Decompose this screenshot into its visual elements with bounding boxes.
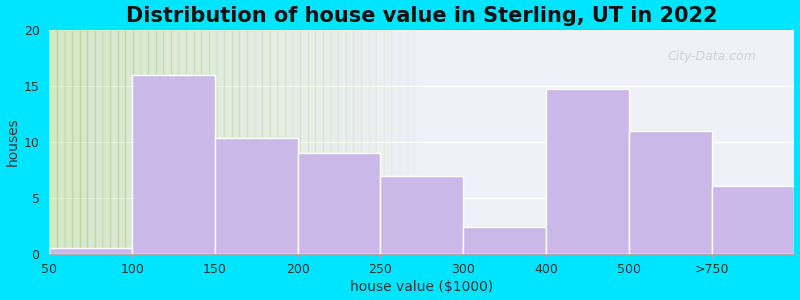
Bar [399, 30, 406, 254]
Bar [293, 30, 300, 254]
Bar [285, 30, 293, 254]
Bar [171, 30, 178, 254]
Bar [126, 30, 133, 254]
Bar [391, 30, 399, 254]
Bar [239, 30, 247, 254]
Bar [148, 30, 156, 254]
Bar [298, 153, 381, 254]
Bar [361, 30, 369, 254]
Bar [141, 30, 148, 254]
Bar [300, 30, 308, 254]
Bar [209, 30, 217, 254]
Bar [215, 138, 298, 254]
Bar [270, 30, 278, 254]
Bar [80, 30, 87, 254]
Bar [65, 30, 72, 254]
Bar [354, 30, 361, 254]
Bar [346, 30, 354, 254]
Bar [50, 248, 132, 254]
Bar [102, 30, 110, 254]
Title: Distribution of house value in Sterling, UT in 2022: Distribution of house value in Sterling,… [126, 6, 718, 26]
Bar [338, 30, 346, 254]
Bar [217, 30, 224, 254]
Bar [95, 30, 102, 254]
Bar [186, 30, 194, 254]
Bar [369, 30, 376, 254]
Bar [178, 30, 186, 254]
Bar [254, 30, 262, 254]
Bar [72, 30, 79, 254]
Bar [232, 30, 239, 254]
Bar [315, 30, 323, 254]
Bar [163, 30, 171, 254]
Bar [406, 30, 414, 254]
Bar [87, 30, 94, 254]
Bar [422, 30, 430, 254]
Bar [50, 30, 57, 254]
Bar [262, 30, 270, 254]
Bar [224, 30, 232, 254]
Bar [323, 30, 330, 254]
Bar [629, 131, 712, 254]
Bar [384, 30, 391, 254]
Bar [414, 30, 422, 254]
Bar [133, 30, 141, 254]
Bar [381, 176, 463, 254]
Bar [194, 30, 202, 254]
Bar [247, 30, 254, 254]
Bar [202, 30, 209, 254]
Bar [156, 30, 163, 254]
X-axis label: house value ($1000): house value ($1000) [350, 280, 494, 294]
Y-axis label: houses: houses [6, 118, 19, 167]
Bar [712, 186, 794, 254]
Text: City-Data.com: City-Data.com [668, 50, 757, 63]
Bar [308, 30, 315, 254]
Bar [57, 30, 64, 254]
Bar [118, 30, 126, 254]
Bar [278, 30, 285, 254]
Bar [330, 30, 338, 254]
Bar [463, 227, 546, 254]
Bar [376, 30, 384, 254]
Bar [110, 30, 118, 254]
Bar [546, 89, 629, 254]
Bar [132, 75, 215, 254]
